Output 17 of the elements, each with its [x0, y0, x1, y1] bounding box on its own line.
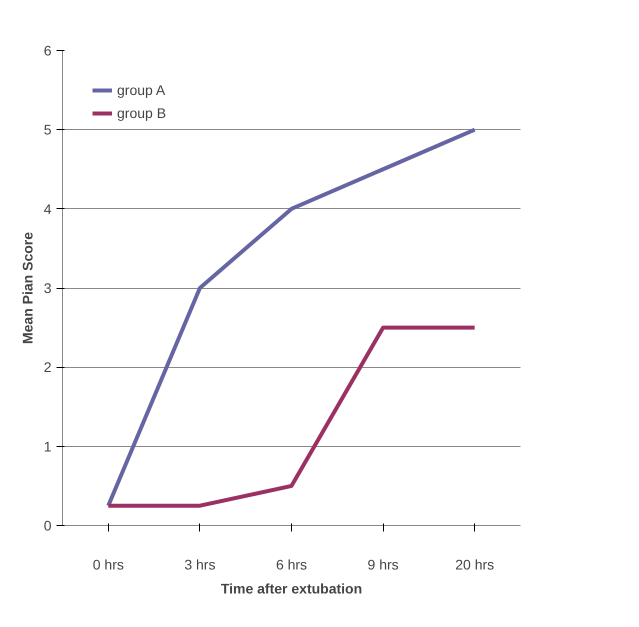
x-tick-label: 9 hrs — [368, 556, 399, 572]
y-tick-label: 0 — [44, 518, 52, 534]
y-tick-label: 4 — [44, 200, 52, 217]
legend-label: group A — [117, 82, 166, 98]
y-tick-label: 3 — [44, 280, 52, 296]
y-axis-title: Mean Pian Score — [20, 232, 36, 344]
y-tick-label: 6 — [44, 42, 52, 58]
line-series — [106, 128, 477, 508]
x-tick-label: 0 hrs — [92, 556, 124, 572]
x-tick-label: 6 hrs — [276, 556, 308, 572]
y-tick-label: 2 — [44, 359, 52, 376]
x-tick-label: 3 hrs — [184, 556, 216, 572]
y-tick-label: 5 — [44, 122, 52, 138]
x-axis-title: Time after extubation — [220, 580, 362, 596]
y-tick-label: 1 — [44, 438, 52, 454]
legend-label: group B — [117, 105, 166, 121]
x-tick-label: 20 hrs — [455, 556, 494, 572]
